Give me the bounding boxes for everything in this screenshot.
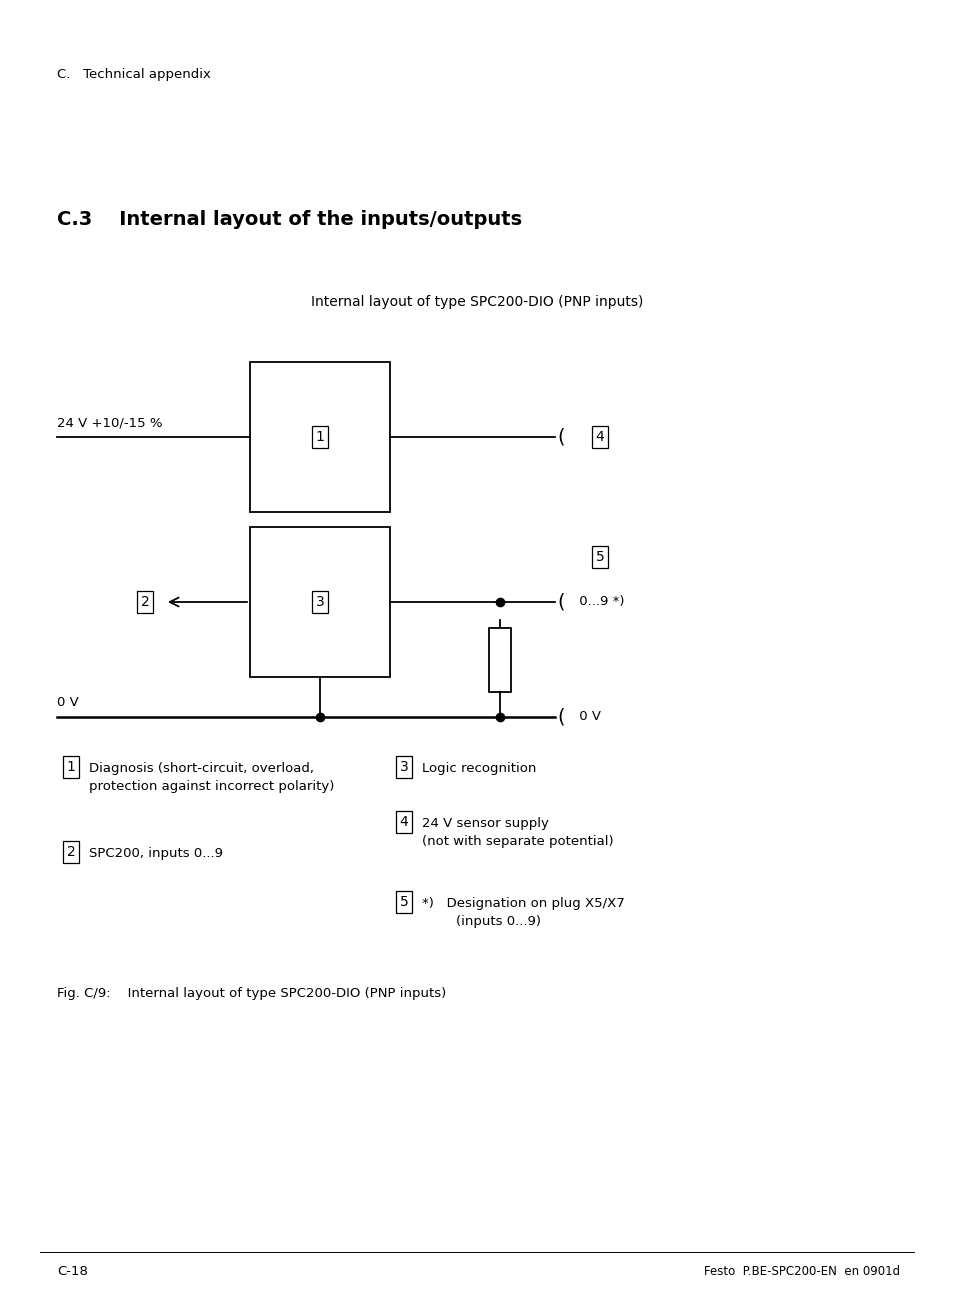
Text: 24 V +10/-15 %: 24 V +10/-15 %	[57, 416, 162, 429]
Text: 4: 4	[595, 430, 604, 444]
Text: (: (	[557, 592, 564, 612]
Text: (: (	[557, 427, 564, 447]
Text: 3: 3	[315, 595, 324, 609]
Text: 4: 4	[399, 816, 408, 829]
Text: Fig. C/9:    Internal layout of type SPC200-DIO (PNP inputs): Fig. C/9: Internal layout of type SPC200…	[57, 987, 446, 1000]
Text: 2: 2	[67, 846, 75, 859]
Text: 0 V: 0 V	[57, 697, 79, 708]
Text: SPC200, inputs 0...9: SPC200, inputs 0...9	[89, 847, 223, 860]
Text: Internal layout of type SPC200-DIO (PNP inputs): Internal layout of type SPC200-DIO (PNP …	[311, 295, 642, 308]
Text: 0...9 *): 0...9 *)	[575, 596, 624, 609]
Text: Logic recognition: Logic recognition	[421, 762, 536, 775]
Bar	[250, 362, 390, 512]
Text: C.   Technical appendix: C. Technical appendix	[57, 68, 211, 81]
Text: 5: 5	[595, 550, 604, 565]
Text: 1: 1	[67, 759, 75, 774]
Text: 0 V: 0 V	[575, 711, 600, 724]
Text: Diagnosis (short-circuit, overload,
protection against incorrect polarity): Diagnosis (short-circuit, overload, prot…	[89, 762, 334, 793]
Text: *)   Designation on plug X5/X7
        (inputs 0...9): *) Designation on plug X5/X7 (inputs 0..…	[421, 897, 624, 928]
Text: C.3    Internal layout of the inputs/outputs: C.3 Internal layout of the inputs/output…	[57, 210, 521, 229]
Text: 1: 1	[315, 430, 324, 444]
Bar	[250, 527, 390, 677]
Text: 24 V sensor supply
(not with separate potential): 24 V sensor supply (not with separate po…	[421, 817, 613, 848]
Bar	[489, 627, 511, 691]
Text: 2: 2	[140, 595, 150, 609]
Text: C-18: C-18	[57, 1265, 88, 1278]
Text: 5: 5	[399, 895, 408, 908]
Text: (: (	[557, 707, 564, 727]
Text: 3: 3	[399, 759, 408, 774]
Text: Festo  P.BE-SPC200-EN  en 0901d: Festo P.BE-SPC200-EN en 0901d	[703, 1265, 899, 1278]
